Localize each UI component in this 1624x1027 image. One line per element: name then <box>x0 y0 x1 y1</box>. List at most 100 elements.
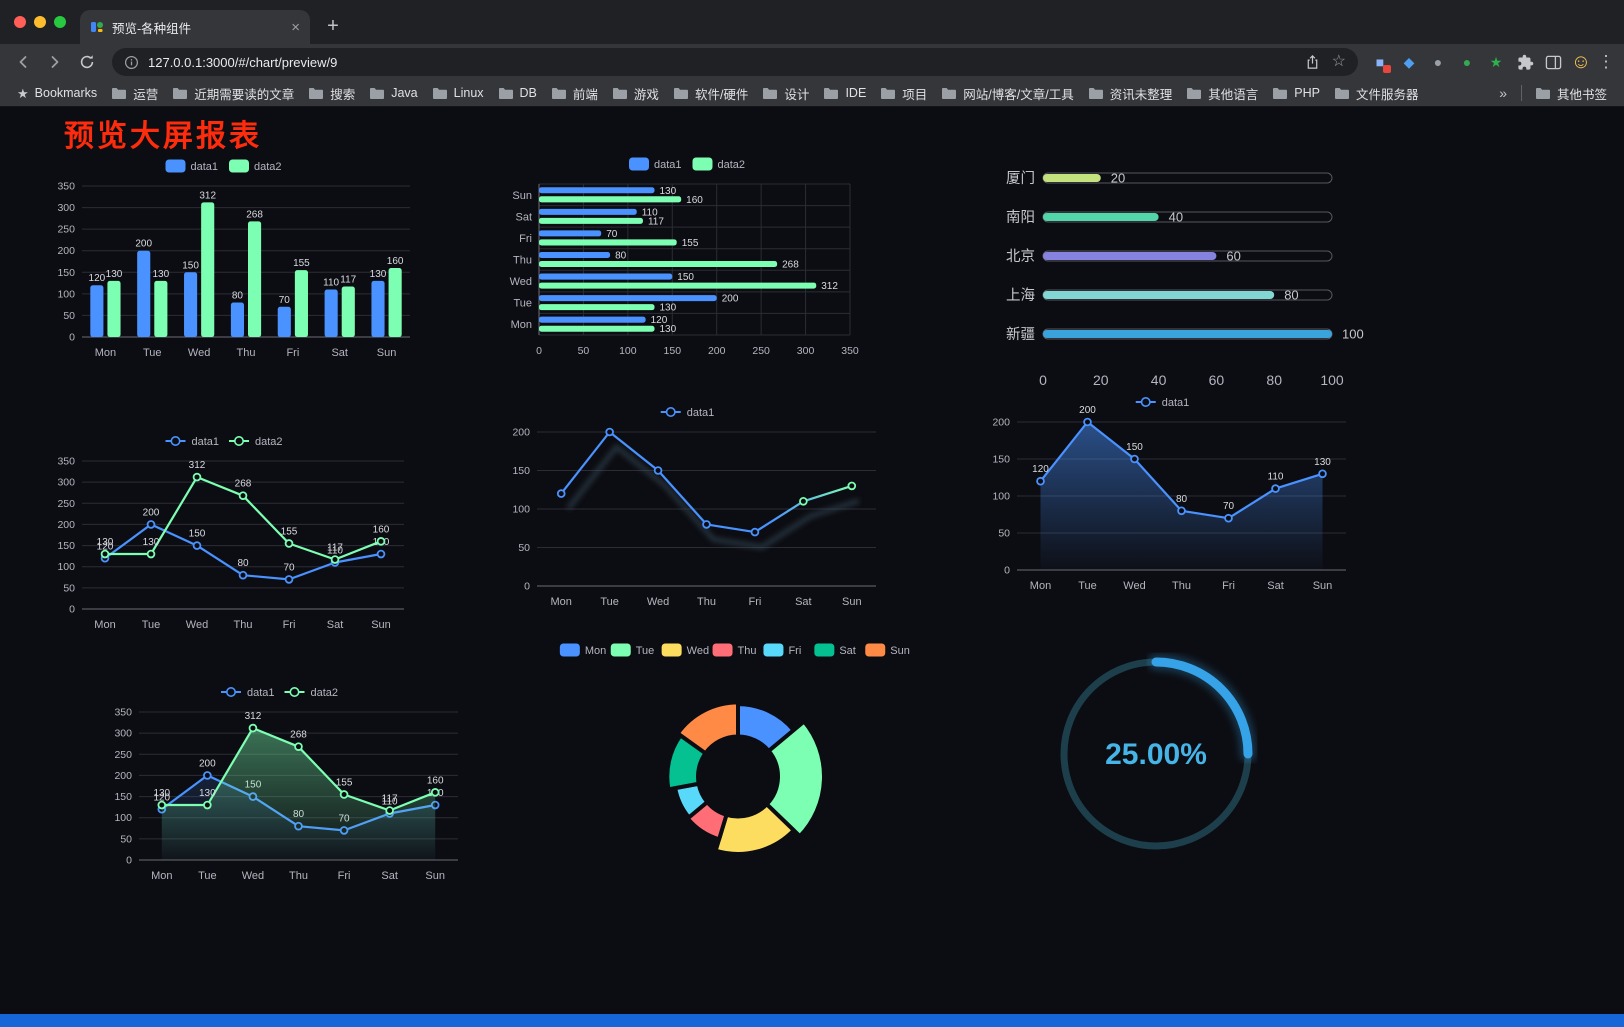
svg-text:130: 130 <box>143 537 160 548</box>
svg-text:25.00%: 25.00% <box>1105 738 1207 771</box>
bookmarks-overflow-chevron[interactable]: » <box>1499 85 1507 101</box>
reload-button[interactable] <box>72 47 102 77</box>
extension-badge <box>1383 65 1391 73</box>
chart-line-with-area[interactable]: data1 data2 0 50 100 150 200 250 300 350 Mon Tue Wed… <box>97 676 472 888</box>
site-info-icon[interactable] <box>124 55 139 70</box>
chart-progress-bars[interactable]: 厦门 20 南阳 40 北京 60 上海 80 新疆 100 0 20 40 60 80 100 <box>985 152 1380 388</box>
bookmark-folder[interactable]: 设计 <box>755 81 816 106</box>
bookmark-folder[interactable]: 资讯未整理 <box>1081 81 1180 106</box>
other-bookmarks-item[interactable]: 其他书签 <box>1528 81 1614 106</box>
svg-text:312: 312 <box>199 190 216 201</box>
bookmark-label: IDE <box>845 86 867 100</box>
bookmark-folder[interactable]: IDE <box>816 83 873 103</box>
svg-text:Fri: Fri <box>286 347 299 359</box>
side-panel-icon[interactable] <box>1540 49 1566 75</box>
svg-text:Tue: Tue <box>143 347 162 359</box>
chart-area-single[interactable]: data1 0 50 100 150 200 Mon Tue Wed Thu Fri Sat Sun 12… <box>975 386 1360 598</box>
bookmark-folder[interactable]: DB <box>491 83 544 103</box>
bookmark-folder[interactable]: 前端 <box>544 81 605 106</box>
back-button[interactable] <box>8 47 38 77</box>
svg-text:130: 130 <box>370 269 387 280</box>
bookmark-folder[interactable]: 游戏 <box>605 81 666 106</box>
svg-text:Sat: Sat <box>381 870 398 882</box>
bookmark-folder[interactable]: 网站/博客/文章/工具 <box>934 81 1080 106</box>
browser-menu-icon[interactable]: ⋮ <box>1597 52 1615 71</box>
bookmark-folder[interactable]: 软件/硬件 <box>666 81 755 106</box>
bookmark-folder[interactable]: 文件服务器 <box>1327 81 1426 106</box>
svg-text:150: 150 <box>182 260 199 271</box>
page-title: 预览大屏报表 <box>64 120 262 153</box>
bookmark-folder[interactable]: Linux <box>425 83 491 103</box>
folder-icon <box>824 87 839 99</box>
svg-text:100: 100 <box>114 812 132 824</box>
svg-text:200: 200 <box>1079 405 1096 416</box>
chart-gauge-percent[interactable]: 25.00% <box>1050 645 1262 863</box>
bookmark-folder[interactable]: PHP <box>1265 83 1327 103</box>
address-bar[interactable]: 127.0.0.1:3000/#/chart/preview/9 ☆ <box>112 48 1358 76</box>
svg-text:130: 130 <box>153 269 170 280</box>
chart-line-gradient[interactable]: data1 0 50 100 150 200 Mon Tue Wed Thu Fri Sat Sun <box>495 396 890 614</box>
svg-text:50: 50 <box>998 528 1010 540</box>
bookmark-star-icon[interactable]: ☆ <box>1331 53 1346 70</box>
svg-text:250: 250 <box>57 224 75 236</box>
bookmark-label: 软件/硬件 <box>694 87 749 102</box>
url-text[interactable]: 127.0.0.1:3000/#/chart/preview/9 <box>148 54 338 70</box>
window-minimize-button[interactable] <box>34 16 46 28</box>
extension-green-star-icon[interactable]: ★ <box>1489 54 1503 70</box>
svg-text:40: 40 <box>1169 210 1183 225</box>
chart-line-two-series[interactable]: data1 data2 0 50 100 150 200 250 300 350 Mon Tue Wed… <box>40 425 418 637</box>
svg-text:Sun: Sun <box>425 870 445 882</box>
svg-text:Thu: Thu <box>237 347 256 359</box>
svg-text:200: 200 <box>722 294 739 305</box>
svg-text:Fri: Fri <box>338 870 351 882</box>
share-icon[interactable] <box>1305 54 1320 70</box>
bookmark-folder[interactable]: 项目 <box>873 81 934 106</box>
extension-blue-pin-icon[interactable]: ◆ <box>1403 54 1415 70</box>
svg-text:80: 80 <box>237 558 249 569</box>
window-close-button[interactable] <box>14 16 26 28</box>
svg-text:Wed: Wed <box>1123 580 1145 592</box>
svg-text:0: 0 <box>69 332 75 344</box>
svg-text:268: 268 <box>246 209 263 220</box>
bookmark-folder[interactable]: 近期需要读的文章 <box>165 81 301 106</box>
svg-text:data2: data2 <box>311 687 339 699</box>
svg-text:Thu: Thu <box>513 255 532 267</box>
svg-text:80: 80 <box>1284 288 1298 303</box>
svg-text:110: 110 <box>323 278 339 289</box>
svg-text:120: 120 <box>651 315 668 326</box>
svg-text:Sun: Sun <box>890 645 910 657</box>
browser-tab[interactable]: 预览-各种组件 × <box>80 10 310 44</box>
svg-text:Tue: Tue <box>636 645 655 657</box>
folder-icon <box>309 87 324 99</box>
svg-text:100: 100 <box>619 345 637 357</box>
svg-text:268: 268 <box>235 479 252 490</box>
bookmark-folder[interactable]: 搜索 <box>301 81 362 106</box>
svg-text:200: 200 <box>708 345 726 357</box>
chart-grouped-bar[interactable]: data1 data2 0 50 100 150 200 250 300 350 Mon 120 130… <box>40 150 418 365</box>
bookmark-folder[interactable]: Java <box>362 83 424 103</box>
svg-text:60: 60 <box>1209 372 1225 387</box>
svg-text:150: 150 <box>1126 442 1143 453</box>
bottom-bar <box>0 1014 1624 1027</box>
window-zoom-button[interactable] <box>54 16 66 28</box>
chart-rose-pie[interactable]: Mon Tue Wed Thu Fri Sat Sun <box>552 636 924 881</box>
extension-gray-circle-icon[interactable]: ● <box>1433 54 1443 70</box>
svg-text:350: 350 <box>57 456 75 468</box>
extension-colorful-icon[interactable]: ■ <box>1368 50 1392 74</box>
svg-text:120: 120 <box>1032 464 1049 475</box>
profile-avatar[interactable]: ☺ <box>1570 50 1592 73</box>
svg-text:data2: data2 <box>255 436 283 448</box>
bookmarks-root-item[interactable]: ★ Bookmarks <box>10 83 104 103</box>
bookmark-label: 文件服务器 <box>1355 87 1419 102</box>
svg-text:Mon: Mon <box>1030 580 1051 592</box>
svg-text:150: 150 <box>664 345 682 357</box>
tab-close-icon[interactable]: × <box>291 18 300 36</box>
svg-text:155: 155 <box>336 777 353 788</box>
new-tab-button[interactable]: + <box>327 14 339 37</box>
extensions-puzzle-icon[interactable] <box>1512 49 1538 75</box>
extension-green-circle-icon[interactable]: ● <box>1462 54 1472 70</box>
forward-button[interactable] <box>40 47 70 77</box>
chart-horizontal-bar[interactable]: data1 data2 0 50 100 150 200 250 300 350 Mon 120 130… <box>495 148 890 363</box>
bookmark-folder[interactable]: 运营 <box>104 81 165 106</box>
bookmark-folder[interactable]: 其他语言 <box>1179 81 1265 106</box>
